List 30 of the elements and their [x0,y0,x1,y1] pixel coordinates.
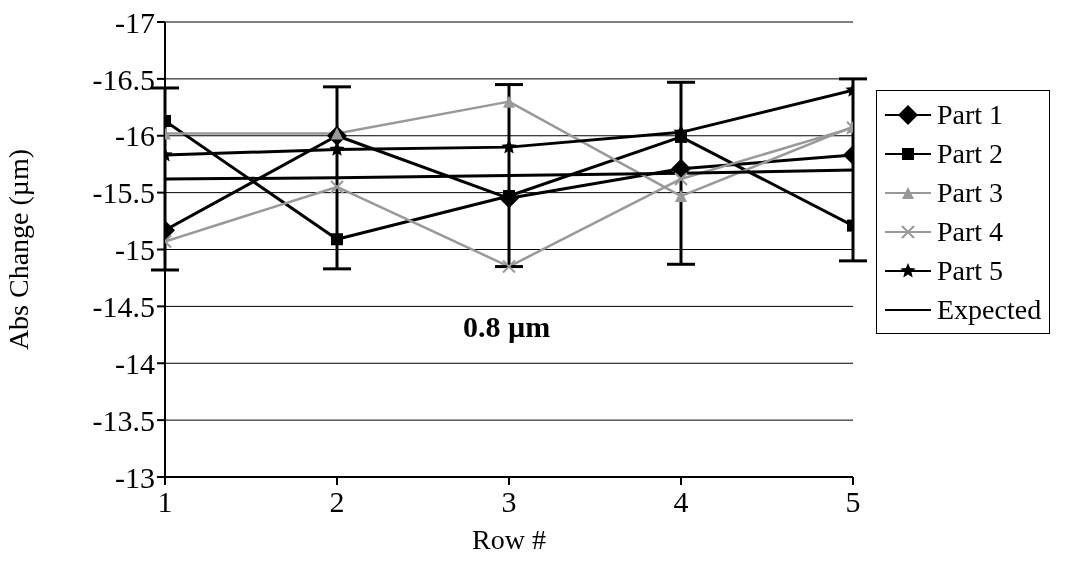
point [331,233,343,246]
x-tick-label: 2 [329,485,345,519]
point [503,95,515,108]
y-tick-label: -13 [115,460,155,494]
x-tick-label: 4 [673,485,689,519]
x-axis-title: Row # [472,524,546,555]
point [671,158,691,179]
y-axis-title: Abs Change (µm) [2,148,34,351]
y-tick-label: -16.5 [92,62,155,96]
y-tick-label: -14.5 [92,290,155,324]
y-tick-label: -13.5 [92,403,155,437]
point [674,171,688,186]
x-tick-label: 1 [157,485,173,519]
legend-label: Part 1 [937,98,1004,131]
y-tick-label: -15.5 [92,176,155,210]
y-tick-label: -14 [115,346,155,380]
x-tick-label: 3 [501,485,517,519]
point [675,190,687,203]
point [330,179,344,194]
y-tick-label: -17 [115,5,155,39]
legend-label: Part 2 [937,137,1004,170]
point [502,259,516,274]
y-tick-label: -16 [115,119,155,153]
legend-label: Expected [937,293,1042,326]
legend-label: Part 3 [937,176,1004,209]
annotation: 0.8 µm [463,310,551,344]
legend-label: Part 4 [937,215,1004,248]
y-tick-label: -15 [115,233,155,267]
legend-label: Part 5 [937,254,1004,287]
x-tick-label: 5 [845,485,861,519]
